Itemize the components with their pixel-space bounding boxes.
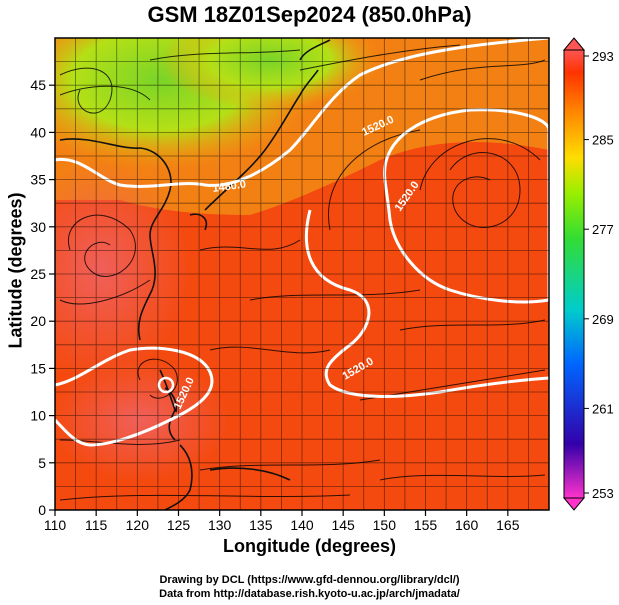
y-tick-label: 20 (30, 313, 46, 329)
y-tick-label: 0 (38, 502, 46, 518)
colorbar-tick-label: 253 (592, 486, 614, 501)
colorbar-tick-label: 293 (592, 49, 614, 64)
colorbar-tick-label: 285 (592, 133, 614, 148)
y-tick-label: 35 (30, 172, 46, 188)
typhoon-low-center (157, 376, 175, 394)
x-tick-label: 130 (208, 517, 232, 533)
credit-dcl: Drawing by DCL (https://www.gfd-dennou.o… (159, 574, 460, 586)
y-tick-label: 5 (38, 455, 46, 471)
colorbar-top-arrow (562, 37, 586, 51)
y-tick-label: 10 (30, 408, 46, 424)
x-tick-label: 140 (290, 517, 314, 533)
colorbar-bottom-arrow (562, 497, 586, 511)
geopotential-contours (55, 38, 549, 447)
wind-streamlines (59, 44, 546, 501)
x-tick-label: 120 (126, 517, 150, 533)
y-tick-label: 25 (30, 266, 46, 282)
cool-air-zone-east (160, 38, 380, 110)
contour-label: 1480.0 (212, 178, 247, 195)
hot-air-zone (55, 160, 190, 380)
colorbar-tick-label: 261 (592, 401, 614, 416)
y-tick-label: 45 (30, 77, 46, 93)
credit-data-source: Data from http://database.rish.kyoto-u.a… (159, 588, 460, 600)
x-axis-label: Longitude (degrees) (222, 536, 396, 556)
x-tick-label: 150 (373, 517, 397, 533)
y-tick-label: 15 (30, 360, 46, 376)
colorbar-tick-label: 277 (592, 222, 614, 237)
hot-air-zone-south (55, 360, 230, 480)
colorbar: 293 285 277 269 261 253 (562, 37, 614, 511)
x-tick-label: 110 (44, 517, 67, 533)
y-axis-label: Latitude (degrees) (5, 192, 26, 349)
colorbar-tick-label: 269 (592, 312, 614, 327)
colorbar-ticks: 293 285 277 269 261 253 (584, 49, 614, 501)
x-tick-label: 145 (331, 517, 355, 533)
y-tick-label: 30 (30, 219, 46, 235)
colorbar-scale (563, 49, 585, 499)
x-tick-label: 125 (167, 517, 191, 533)
y-tick-label: 40 (30, 124, 46, 140)
map-title: GSM 18Z01Sep2024 (850.0hPa) (147, 2, 472, 27)
x-tick-label: 165 (496, 517, 520, 533)
y-axis-ticks: 0 5 10 15 20 25 30 35 40 45 (30, 77, 55, 518)
grid-lines (55, 38, 549, 510)
x-tick-label: 115 (85, 517, 108, 533)
x-tick-label: 135 (249, 517, 273, 533)
x-tick-label: 160 (455, 517, 479, 533)
x-axis-ticks: 110 115 120 125 130 135 140 145 150 155 160 165 (44, 510, 520, 533)
x-tick-label: 155 (414, 517, 438, 533)
